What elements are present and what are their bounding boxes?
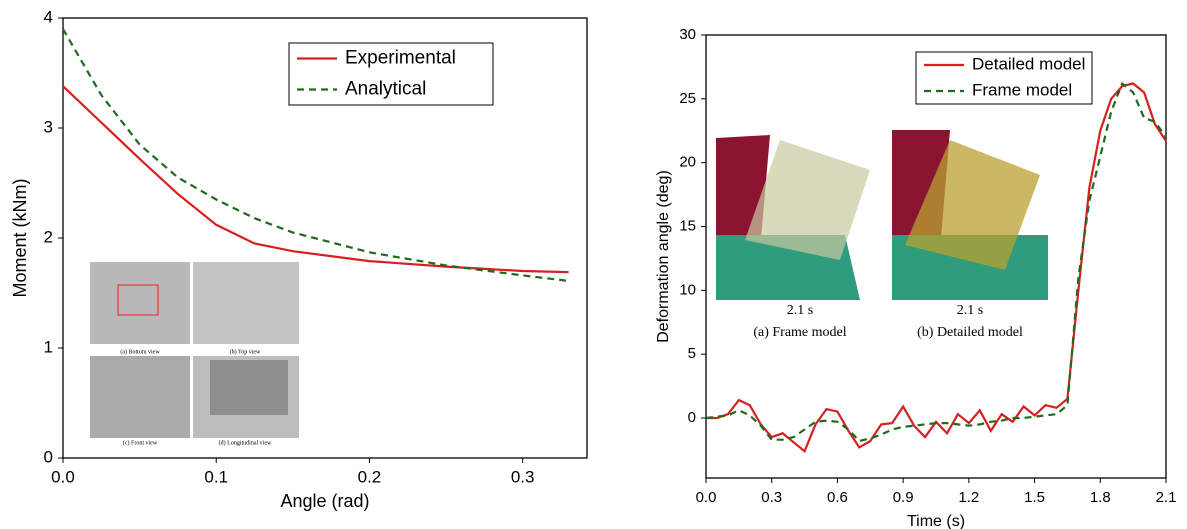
right-inset <box>716 130 1048 300</box>
legend-label: Experimental <box>345 48 456 69</box>
plot-frame <box>705 34 1167 479</box>
x-tick-label: 0.0 <box>51 467 75 486</box>
x-tick-label: 0.0 <box>696 489 717 506</box>
y-tick-label: 5 <box>688 345 696 362</box>
inset-caption: (c) Front view <box>123 439 158 446</box>
inset-caption: (a) Frame model <box>753 325 846 340</box>
inset-caption: (b) Detailed model <box>917 325 1023 340</box>
x-axis-label: Time (s) <box>907 513 965 529</box>
x-tick-label: 0.3 <box>761 489 782 506</box>
y-tick-label: 4 <box>44 7 53 26</box>
inset-caption: (a) Bottom view <box>120 348 160 355</box>
y-tick-label: 3 <box>44 117 53 136</box>
inset-caption: (d) Longitudinal view <box>219 439 272 446</box>
x-tick-label: 0.1 <box>204 467 228 486</box>
y-axis-label: Moment (kNm) <box>10 178 30 297</box>
y-tick-label: 15 <box>679 217 696 234</box>
x-axis-label: Angle (rad) <box>280 491 369 511</box>
x-tick-label: 0.9 <box>893 489 914 506</box>
legend-box <box>915 51 1093 105</box>
data-line <box>62 28 569 282</box>
y-tick-label: 2 <box>44 227 53 246</box>
y-axis-label: Deformation angle (deg) <box>655 170 672 343</box>
y-tick-label: 20 <box>679 154 696 171</box>
x-tick-label: 0.2 <box>358 467 382 486</box>
y-tick-label: 0 <box>688 409 696 426</box>
x-tick-label: 2.1 <box>1156 489 1177 506</box>
y-tick-label: 10 <box>679 281 696 298</box>
inset-caption: 2.1 s <box>957 303 983 318</box>
y-tick-label: 25 <box>679 90 696 107</box>
legend-box <box>288 42 494 106</box>
data-line <box>62 85 569 274</box>
inset-caption: 2.1 s <box>787 303 813 318</box>
inset-caption: (b) Top view <box>230 348 261 355</box>
data-line <box>706 82 1167 453</box>
y-tick-label: 30 <box>679 26 696 43</box>
legend-label: Frame model <box>972 80 1072 99</box>
legend-label: Analytical <box>345 79 426 100</box>
left-inset <box>90 262 299 438</box>
y-tick-label: 0 <box>44 447 53 466</box>
x-tick-label: 1.2 <box>958 489 979 506</box>
legend-label: Detailed model <box>972 54 1085 73</box>
x-tick-label: 0.3 <box>511 467 535 486</box>
y-tick-label: 1 <box>44 337 53 356</box>
x-tick-label: 1.5 <box>1024 489 1045 506</box>
x-tick-label: 1.8 <box>1090 489 1111 506</box>
x-tick-label: 0.6 <box>827 489 848 506</box>
data-line <box>705 81 1167 443</box>
